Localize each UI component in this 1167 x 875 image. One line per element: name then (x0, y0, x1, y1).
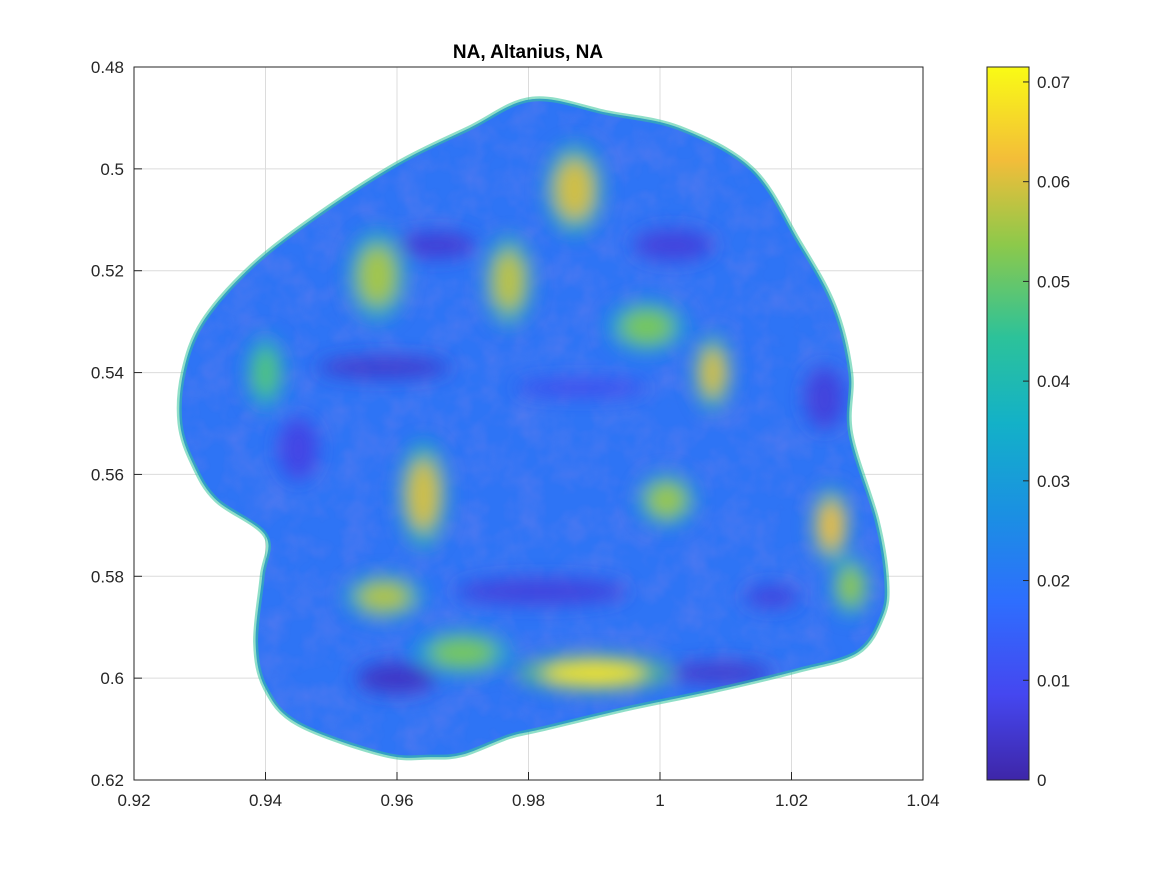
cold-spot (318, 357, 450, 378)
hot-spot (492, 250, 526, 312)
x-tick-label: 0.96 (380, 791, 413, 810)
x-tick-label: 0.98 (512, 791, 545, 810)
hot-spot (429, 637, 496, 668)
colorbar-tick-label: 0.02 (1037, 572, 1070, 591)
colorbar-tick-label: 0.03 (1037, 472, 1070, 491)
colorbar-tick-label: 0.06 (1037, 173, 1070, 192)
cold-spot (804, 367, 845, 429)
x-tick-label: 0.92 (117, 791, 150, 810)
cold-spot (515, 380, 647, 396)
colorbar-gradient (986, 66, 1030, 781)
hot-spot (406, 459, 440, 531)
hot-spot (699, 347, 726, 399)
cold-spot (456, 578, 628, 605)
colorbar-tick-label: 0.07 (1037, 73, 1070, 92)
chart-title: NA, Altanius, NA (453, 42, 604, 63)
hot-spot (646, 482, 687, 518)
cold-spot (745, 586, 799, 607)
cold-spot (666, 662, 772, 684)
y-tick-label: 0.56 (91, 465, 124, 484)
hot-spot (252, 347, 279, 399)
cold-spot (397, 232, 476, 258)
x-tick-label: 1 (655, 791, 664, 810)
hot-spot (554, 158, 595, 220)
hot-spot (357, 245, 397, 307)
hot-spot (620, 308, 674, 345)
x-tick-label: 1.04 (906, 791, 939, 810)
plot-axes: 0.92 0.94 0.96 0.98 1 1.02 1.04 0.48 0.5 0.52 0.5… (91, 42, 940, 810)
cold-spot (357, 662, 437, 694)
surface-edge (176, 96, 890, 761)
hot-spot (357, 581, 411, 612)
colorbar-tick-label: 0.04 (1037, 372, 1070, 391)
y-tick-label: 0.6 (100, 669, 124, 688)
surface-map (176, 96, 890, 761)
hot-spot (817, 499, 845, 551)
colorbar-tick-label: 0.05 (1037, 272, 1070, 291)
colorbar: 0 0.01 0.02 0.03 0.04 0.05 0.06 0.07 (986, 66, 1070, 790)
y-axis: 0.48 0.5 0.52 0.54 0.56 0.58 0.6 0.62 (91, 58, 142, 790)
hot-spot (837, 566, 864, 607)
cold-spot (278, 418, 319, 480)
x-axis: 0.92 0.94 0.96 0.98 1 1.02 1.04 (117, 772, 940, 810)
y-tick-label: 0.54 (91, 364, 124, 383)
cold-spot (633, 229, 713, 261)
y-tick-label: 0.58 (91, 567, 124, 586)
colorbar-tick-label: 0 (1037, 771, 1046, 790)
x-tick-label: 0.94 (249, 791, 282, 810)
y-tick-label: 0.48 (91, 58, 124, 77)
x-tick-label: 1.02 (775, 791, 808, 810)
hot-spot (541, 660, 647, 686)
y-tick-label: 0.5 (100, 160, 124, 179)
y-tick-label: 0.52 (91, 262, 124, 281)
colorbar-ticks: 0 0.01 0.02 0.03 0.04 0.05 0.06 0.07 (1023, 73, 1070, 790)
y-tick-label: 0.62 (91, 771, 124, 790)
colorbar-tick-label: 0.01 (1037, 671, 1070, 690)
